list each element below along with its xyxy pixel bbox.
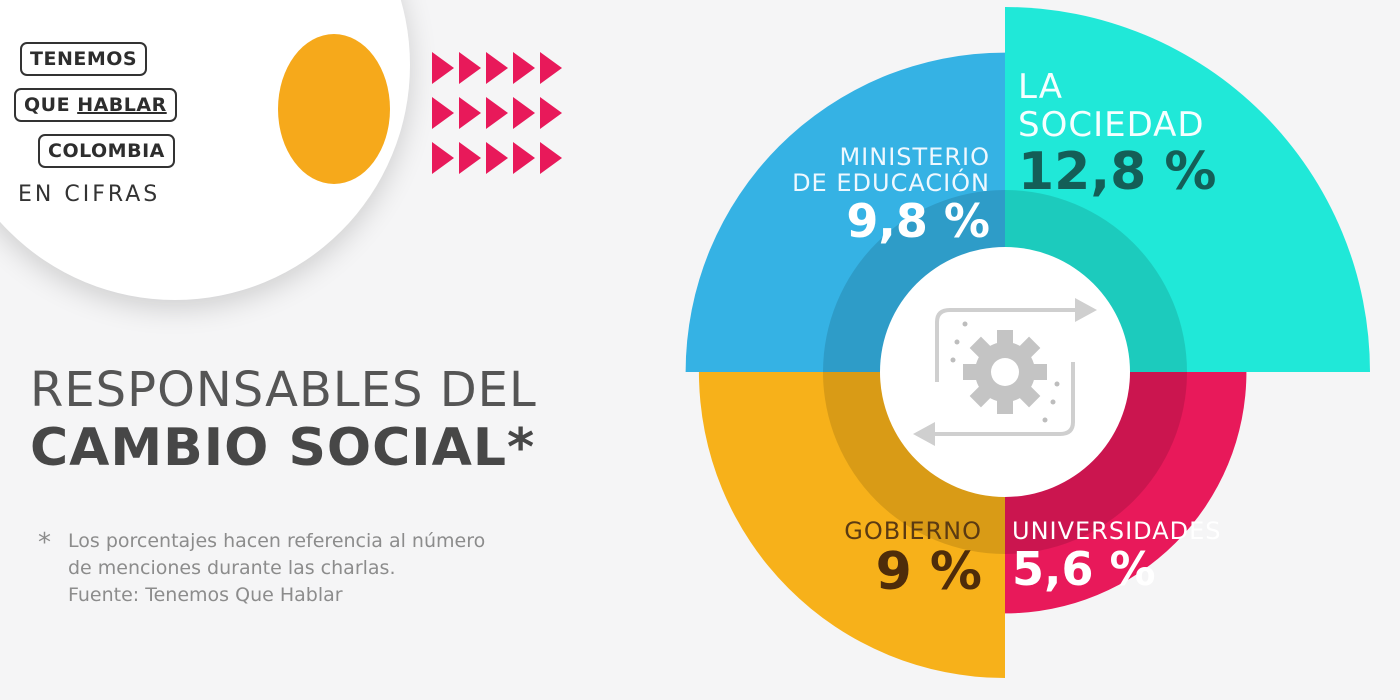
triangle-arrow-icon xyxy=(459,52,481,84)
pie-segment xyxy=(1005,7,1370,372)
logo-tenemos: TENEMOS xyxy=(20,42,148,76)
triangle-arrow-icon xyxy=(486,142,508,174)
segment-value: 12,8 % xyxy=(1018,142,1217,202)
segment-name: SOCIEDAD xyxy=(1018,105,1205,145)
orange-decor-circle xyxy=(278,34,390,184)
triangle-arrow-icon xyxy=(432,52,454,84)
logo-en-cifras: EN CIFRAS xyxy=(18,182,161,207)
triangle-arrow-icon xyxy=(540,97,562,129)
segment-name: MINISTERIO xyxy=(839,143,990,171)
headline-line2: CAMBIO SOCIAL* xyxy=(30,418,536,478)
segment-value: 9,8 % xyxy=(846,194,990,248)
footnote-line2: de menciones durante las charlas. xyxy=(68,557,396,579)
footnote-source: Fuente: Tenemos Que Hablar xyxy=(68,584,343,606)
segment-label: UNIVERSIDADES 5,6 % xyxy=(1012,518,1222,594)
segment-value: 5,6 % xyxy=(1012,542,1156,596)
segment-label: MINISTERIO DE EDUCACIÓN 9,8 % xyxy=(792,144,990,246)
triangle-arrow-icon xyxy=(459,97,481,129)
segment-value: 9 % xyxy=(875,542,982,602)
triangle-arrow-icon xyxy=(486,97,508,129)
triangle-arrow-icon xyxy=(486,52,508,84)
logo-colombia: COLOMBIA xyxy=(38,134,175,168)
logo-que-hablar: QUE HABLAR xyxy=(14,88,177,122)
triangle-arrows-decor xyxy=(430,48,570,178)
triangle-arrow-icon xyxy=(513,52,535,84)
footnote-asterisk: * xyxy=(38,528,51,558)
triangle-arrow-icon xyxy=(513,142,535,174)
segment-name: DE EDUCACIÓN xyxy=(792,169,990,197)
triangle-arrow-icon xyxy=(459,142,481,174)
gear-cycle-icon xyxy=(913,298,1097,446)
segment-name: GOBIERNO xyxy=(844,517,982,545)
footnote-line1: Los porcentajes hacen referencia al núme… xyxy=(68,530,486,552)
triangle-arrow-icon xyxy=(540,142,562,174)
triangle-arrow-icon xyxy=(540,52,562,84)
triangle-arrow-icon xyxy=(432,142,454,174)
triangle-arrow-icon xyxy=(432,97,454,129)
segment-label: GOBIERNO 9 % xyxy=(844,518,982,600)
triangle-arrow-icon xyxy=(513,97,535,129)
segment-name: LA xyxy=(1018,67,1063,107)
segment-name: UNIVERSIDADES xyxy=(1012,517,1222,545)
segment-label: LA SOCIEDAD 12,8 % xyxy=(1018,68,1217,200)
headline-line1: RESPONSABLES DEL xyxy=(30,362,537,418)
